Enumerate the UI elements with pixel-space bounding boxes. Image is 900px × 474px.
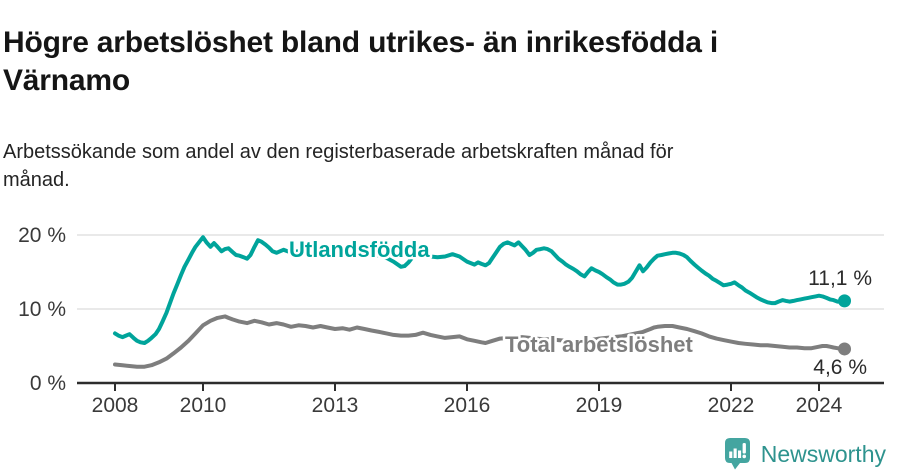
- x-tick-label: 2024: [796, 394, 843, 417]
- newsworthy-brand-name: Newsworthy: [760, 441, 886, 467]
- series-end-dot-1: [838, 342, 852, 356]
- series-label-1: Total arbetslöshet: [505, 332, 694, 357]
- series-end-dot-0: [838, 294, 852, 308]
- chart-subtitle: Arbetssökande som andel av den registerb…: [3, 141, 674, 191]
- x-tick-label: 2013: [312, 394, 359, 417]
- x-tick-label: 2008: [92, 394, 139, 417]
- series-end-value-label-1: 4,6 %: [813, 356, 867, 379]
- series-line-0: [113, 235, 847, 345]
- x-tick-label: 2010: [180, 394, 227, 417]
- x-tick-label: 2019: [576, 394, 623, 417]
- chart-title: Högre arbetslöshet bland utrikes- än inr…: [3, 26, 718, 98]
- y-tick-label: 20 %: [18, 224, 66, 247]
- y-tick-label: 0 %: [30, 372, 66, 395]
- series-end-value-label-0: 11,1 %: [808, 267, 872, 290]
- x-tick-label: 2016: [444, 394, 491, 417]
- newsworthy-speech-bubble-barchart-icon: [722, 438, 753, 471]
- x-tick-label: 2022: [708, 394, 755, 417]
- series-label-0: Utlandsfödda: [289, 237, 430, 262]
- y-tick-label: 10 %: [18, 298, 66, 321]
- series-line-1: [113, 314, 847, 369]
- newsworthy-brand: Newsworthy: [722, 438, 886, 471]
